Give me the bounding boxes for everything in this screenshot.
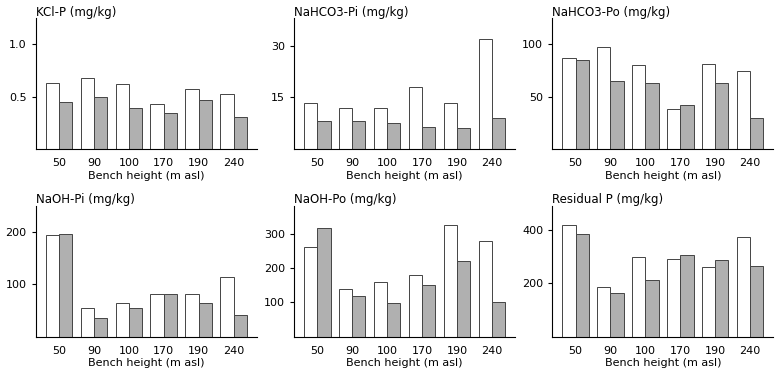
Bar: [339, 288, 352, 337]
Bar: [422, 127, 435, 149]
Bar: [150, 104, 164, 149]
Bar: [129, 308, 142, 337]
Bar: [680, 255, 693, 337]
Bar: [409, 87, 422, 149]
X-axis label: Bench height (m asl): Bench height (m asl): [88, 358, 205, 368]
Text: Residual P (mg/kg): Residual P (mg/kg): [552, 193, 664, 206]
Bar: [234, 117, 247, 149]
Bar: [387, 123, 400, 149]
Bar: [632, 65, 645, 149]
Bar: [234, 315, 247, 337]
X-axis label: Bench height (m asl): Bench height (m asl): [605, 171, 721, 181]
Bar: [702, 267, 715, 337]
X-axis label: Bench height (m asl): Bench height (m asl): [605, 358, 721, 368]
Bar: [115, 84, 129, 149]
Bar: [702, 64, 715, 149]
Bar: [576, 234, 589, 337]
Bar: [199, 100, 212, 149]
Text: NaHCO3-Pi (mg/kg): NaHCO3-Pi (mg/kg): [294, 6, 408, 19]
X-axis label: Bench height (m asl): Bench height (m asl): [347, 171, 463, 181]
Bar: [304, 102, 317, 149]
Bar: [492, 302, 505, 337]
Bar: [750, 117, 763, 149]
Bar: [478, 39, 492, 149]
Bar: [457, 261, 471, 337]
Bar: [750, 266, 763, 337]
Bar: [680, 105, 693, 149]
Bar: [715, 260, 728, 337]
Bar: [632, 257, 645, 337]
Bar: [352, 122, 365, 149]
Bar: [129, 108, 142, 149]
Bar: [374, 282, 387, 337]
Bar: [737, 71, 750, 149]
Text: KCl-P (mg/kg): KCl-P (mg/kg): [36, 6, 116, 19]
Bar: [611, 81, 624, 149]
Bar: [374, 108, 387, 149]
Text: NaOH-Po (mg/kg): NaOH-Po (mg/kg): [294, 193, 397, 206]
Bar: [46, 235, 59, 337]
X-axis label: Bench height (m asl): Bench height (m asl): [347, 358, 463, 368]
Bar: [199, 303, 212, 337]
Bar: [352, 296, 365, 337]
Bar: [478, 241, 492, 337]
Bar: [164, 294, 177, 337]
Bar: [220, 276, 234, 337]
Bar: [59, 234, 72, 337]
Bar: [150, 294, 164, 337]
Bar: [220, 94, 234, 149]
Bar: [115, 303, 129, 337]
Bar: [597, 286, 611, 337]
Bar: [667, 259, 680, 337]
Bar: [492, 118, 505, 149]
X-axis label: Bench height (m asl): Bench height (m asl): [88, 171, 205, 181]
Bar: [304, 246, 317, 337]
Bar: [645, 83, 659, 149]
Bar: [562, 58, 576, 149]
Bar: [457, 128, 471, 149]
Bar: [94, 318, 108, 337]
Bar: [317, 229, 330, 337]
Bar: [59, 102, 72, 149]
Text: NaHCO3-Po (mg/kg): NaHCO3-Po (mg/kg): [552, 6, 671, 19]
Bar: [185, 294, 199, 337]
Bar: [611, 293, 624, 337]
Bar: [422, 285, 435, 337]
Bar: [46, 83, 59, 149]
Bar: [81, 78, 94, 149]
Bar: [444, 102, 457, 149]
Bar: [94, 97, 108, 149]
Bar: [444, 225, 457, 337]
Bar: [737, 237, 750, 337]
Bar: [645, 280, 659, 337]
Bar: [185, 89, 199, 149]
Bar: [715, 83, 728, 149]
Bar: [387, 303, 400, 337]
Bar: [317, 122, 330, 149]
Text: NaOH-Pi (mg/kg): NaOH-Pi (mg/kg): [36, 193, 135, 206]
Bar: [81, 308, 94, 337]
Bar: [339, 108, 352, 149]
Bar: [597, 46, 611, 149]
Bar: [562, 225, 576, 337]
Bar: [164, 113, 177, 149]
Bar: [576, 60, 589, 149]
Bar: [667, 109, 680, 149]
Bar: [409, 275, 422, 337]
